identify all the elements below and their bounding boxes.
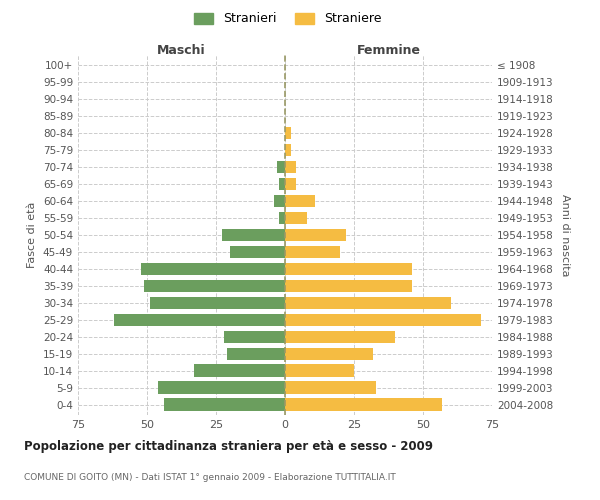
Bar — [285, 228, 346, 241]
Y-axis label: Anni di nascita: Anni di nascita — [560, 194, 570, 276]
Bar — [285, 314, 481, 326]
Bar — [285, 212, 307, 224]
Bar — [285, 262, 412, 276]
Bar — [221, 228, 285, 241]
Bar — [285, 160, 296, 173]
Y-axis label: Fasce di età: Fasce di età — [28, 202, 37, 268]
Bar — [194, 364, 285, 377]
Bar — [285, 178, 296, 190]
Bar — [224, 330, 285, 344]
Bar — [285, 364, 354, 377]
Bar — [285, 330, 395, 344]
Bar — [150, 296, 285, 310]
Bar — [280, 178, 285, 190]
Text: Maschi: Maschi — [157, 44, 206, 57]
Bar — [285, 398, 442, 411]
Bar — [142, 262, 285, 276]
Bar — [285, 348, 373, 360]
Bar — [285, 144, 290, 156]
Legend: Stranieri, Straniere: Stranieri, Straniere — [191, 8, 385, 29]
Bar — [285, 382, 376, 394]
Bar — [274, 194, 285, 207]
Text: Femmine: Femmine — [356, 44, 421, 57]
Bar — [114, 314, 285, 326]
Text: Popolazione per cittadinanza straniera per età e sesso - 2009: Popolazione per cittadinanza straniera p… — [24, 440, 433, 453]
Bar — [285, 296, 451, 310]
Text: COMUNE DI GOITO (MN) - Dati ISTAT 1° gennaio 2009 - Elaborazione TUTTITALIA.IT: COMUNE DI GOITO (MN) - Dati ISTAT 1° gen… — [24, 473, 396, 482]
Bar — [285, 280, 412, 292]
Bar — [227, 348, 285, 360]
Bar — [277, 160, 285, 173]
Bar — [285, 246, 340, 258]
Bar — [164, 398, 285, 411]
Bar — [158, 382, 285, 394]
Bar — [280, 212, 285, 224]
Bar — [230, 246, 285, 258]
Bar — [144, 280, 285, 292]
Bar — [285, 126, 290, 140]
Bar — [285, 194, 316, 207]
